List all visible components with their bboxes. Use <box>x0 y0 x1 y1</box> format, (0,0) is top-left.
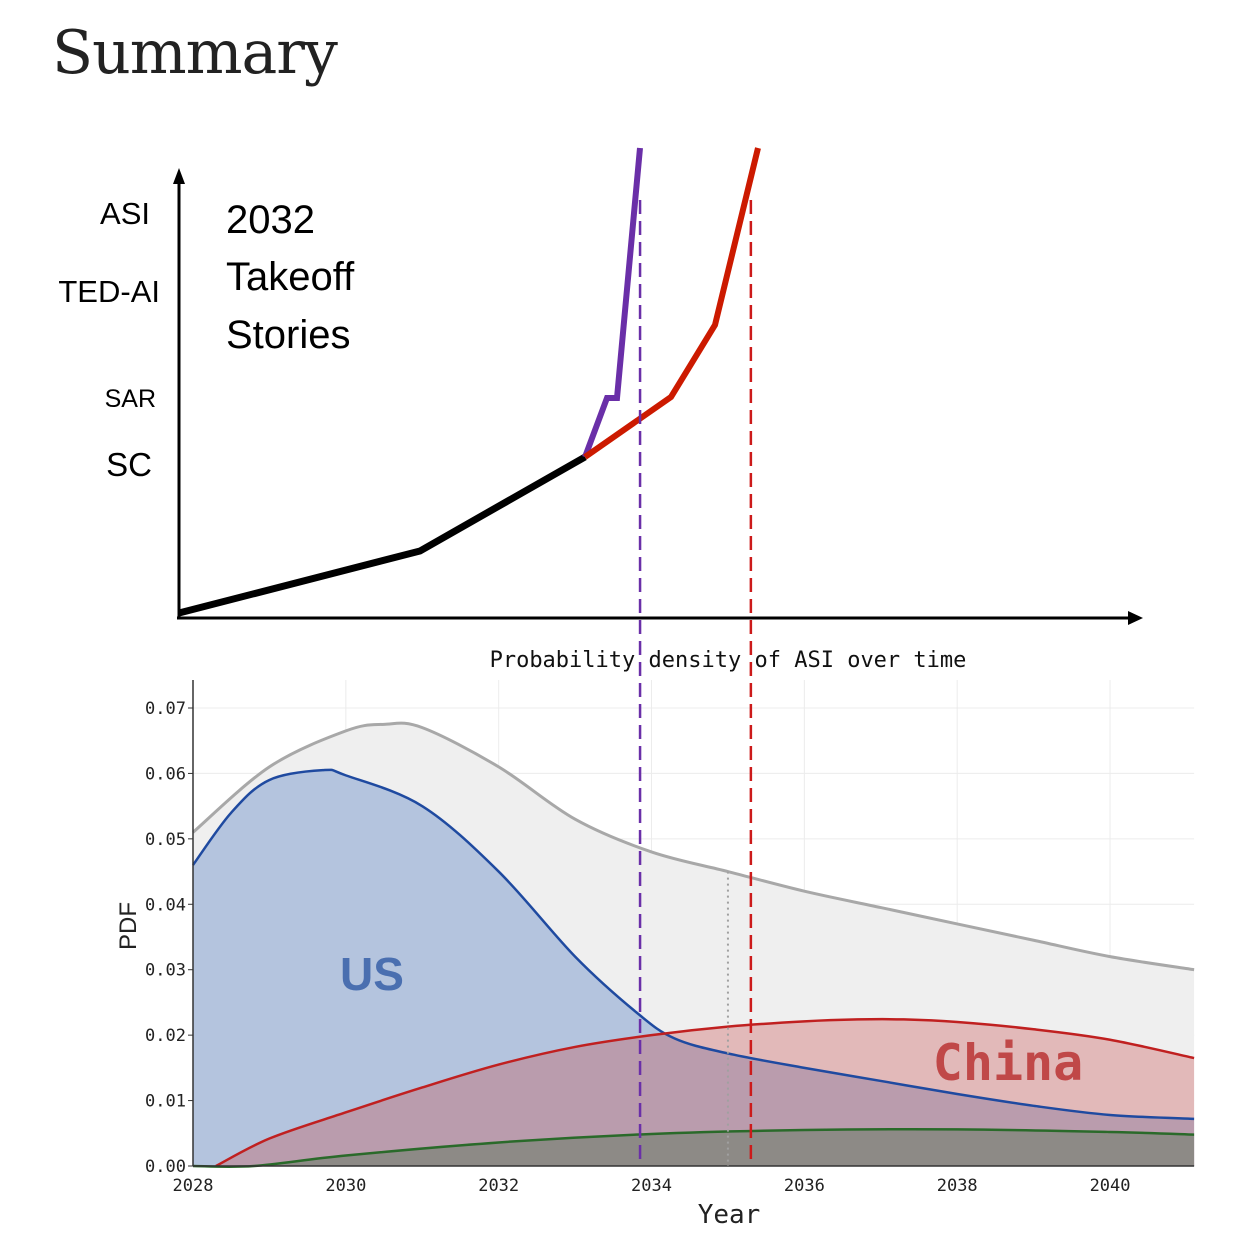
y-axis-arrow-icon <box>173 168 185 184</box>
fast-takeoff-trajectory <box>582 147 643 459</box>
total-line <box>192 721 1195 972</box>
level-sar: SAR <box>105 385 156 413</box>
y-tick-label: 0.07 <box>145 699 186 719</box>
x-tick-label: 2030 <box>325 1176 366 1196</box>
y-axis-label: PDF <box>115 902 142 950</box>
other-area <box>193 1129 1195 1167</box>
y-tick-label: 0.05 <box>145 830 186 850</box>
other-line <box>192 1127 1195 1169</box>
diagram-title-line-1: 2032 <box>226 198 315 242</box>
x-tick-label: 2036 <box>784 1176 825 1196</box>
china-line <box>215 1017 1195 1168</box>
y-tick-label: 0.00 <box>145 1157 186 1177</box>
y-tick-label: 0.01 <box>145 1092 186 1112</box>
china-label: China <box>933 1034 1084 1092</box>
us-line <box>191 768 1195 1121</box>
common-trajectory <box>178 453 587 617</box>
takeoff-diagram: ASI TED-AI SAR SC 2032 Takeoff Stories <box>58 147 1143 625</box>
y-tick-label: 0.06 <box>145 764 186 784</box>
level-sc: SC <box>106 446 152 483</box>
y-tick-label: 0.02 <box>145 1026 186 1046</box>
pdf-chart: 0.00 0.01 0.02 0.03 0.04 0.05 0.06 0.07 2028 2030… <box>115 200 1195 1230</box>
x-tick-label: 2038 <box>937 1176 978 1196</box>
chart-title: Probability density of ASI over time <box>490 648 967 673</box>
x-axis-label: Year <box>698 1200 761 1230</box>
us-label: US <box>340 948 404 1000</box>
x-tick-label: 2040 <box>1090 1176 1131 1196</box>
x-tick-label: 2032 <box>478 1176 519 1196</box>
slow-takeoff-trajectory <box>583 147 761 460</box>
level-ted-ai: TED-AI <box>58 274 160 309</box>
diagram-title-line-2: Takeoff <box>226 255 355 299</box>
x-tick-label: 2028 <box>173 1176 214 1196</box>
y-tick-label: 0.04 <box>145 895 186 915</box>
level-asi: ASI <box>100 196 150 231</box>
x-tick-label: 2034 <box>631 1176 672 1196</box>
us-area <box>193 769 1195 1166</box>
x-axis-arrow-icon <box>1128 611 1143 625</box>
diagram-title-line-3: Stories <box>226 313 351 357</box>
y-tick-label: 0.03 <box>145 961 186 981</box>
page-title: Summary <box>52 18 338 88</box>
